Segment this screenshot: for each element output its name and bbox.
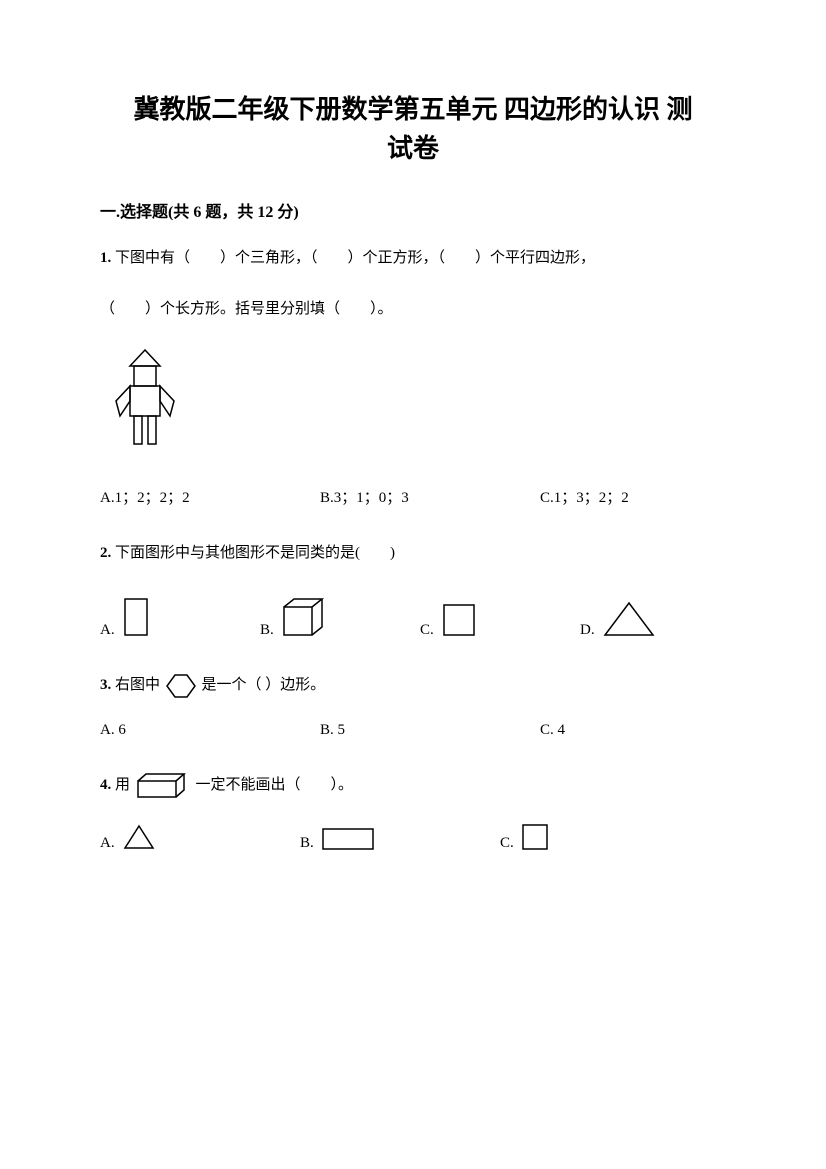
section-heading: 一.选择题(共 6 题，共 12 分) [100, 198, 726, 222]
q3-optB-label: B. 5 [320, 722, 345, 739]
title-line-1: 冀教版二年级下册数学第五单元 四边形的认识 测 [133, 95, 692, 124]
q4-option-b: B. [300, 826, 500, 852]
q3-optC-label: C. 4 [540, 722, 565, 739]
cuboid-icon [280, 595, 330, 639]
triangle-icon [601, 599, 657, 639]
rectangle-icon [121, 595, 153, 639]
square-small-icon [520, 822, 550, 852]
question-3: 3. 右图中 是一个（ ）边形。 [100, 669, 726, 702]
q1-figure [100, 346, 726, 456]
q2-optB-label: B. [260, 622, 274, 639]
rectangle-wide-icon [320, 826, 376, 852]
q4-optC-label: C. [500, 835, 514, 852]
q1-number: 1. [100, 250, 111, 266]
hexagon-icon [164, 671, 198, 701]
q1-option-c: C.1；3；2；2 [540, 486, 629, 507]
question-1-line2: （ ）个长方形。括号里分别填（ ）。 [100, 293, 726, 326]
q1-options: A.1；2；2；2 B.3；1；0；3 C.1；3；2；2 [100, 486, 726, 507]
q3-options: A. 6 B. 5 C. 4 [100, 722, 726, 739]
q3-option-b: B. 5 [320, 722, 540, 739]
page: 冀教版二年级下册数学第五单元 四边形的认识 测 试卷 一.选择题(共 6 题，共… [0, 0, 826, 1169]
q3-text-after: 是一个（ ）边形。 [202, 677, 326, 693]
question-1: 1. 下图中有（ ）个三角形，（ ）个正方形，（ ）个平行四边形， [100, 242, 726, 275]
q2-option-c: C. [420, 601, 580, 639]
q1-optC-label: C.1；3；2；2 [540, 486, 629, 507]
q1-text-a: 下图中有（ ）个三角形，（ ）个正方形，（ ）个平行四边形， [115, 250, 595, 266]
q3-option-a: A. 6 [100, 722, 320, 739]
title-line-2: 试卷 [387, 134, 439, 163]
q4-option-c: C. [500, 822, 550, 852]
question-4: 4. 用 一定不能画出（ ）。 [100, 769, 726, 802]
q2-option-a: A. [100, 595, 260, 639]
q2-options: A. B. C. D. [100, 595, 726, 639]
question-2: 2. 下面图形中与其他图形不是同类的是( ) [100, 537, 726, 570]
square-icon [440, 601, 478, 639]
q2-text: 下面图形中与其他图形不是同类的是( ) [115, 545, 395, 561]
q1-option-b: B.3；1；0；3 [320, 486, 540, 507]
q2-option-b: B. [260, 595, 420, 639]
q1-optA-label: A.1；2；2；2 [100, 486, 190, 507]
q1-option-a: A.1；2；2；2 [100, 486, 320, 507]
q2-optD-label: D. [580, 622, 595, 639]
page-title: 冀教版二年级下册数学第五单元 四边形的认识 测 试卷 [100, 90, 726, 168]
q2-option-d: D. [580, 599, 657, 639]
q2-optA-label: A. [100, 622, 115, 639]
q4-optB-label: B. [300, 835, 314, 852]
robot-icon [100, 346, 190, 456]
q4-number: 4. [100, 777, 111, 793]
q4-text-before: 用 [115, 777, 130, 793]
q3-number: 3. [100, 677, 111, 693]
q4-options: A. B. C. [100, 822, 726, 852]
q4-option-a: A. [100, 822, 300, 852]
q1-text-b: （ ）个长方形。括号里分别填（ ）。 [100, 301, 393, 317]
q2-optC-label: C. [420, 622, 434, 639]
q3-text-before: 右图中 [115, 677, 160, 693]
cuboid-small-icon [134, 771, 192, 801]
q4-text-after: 一定不能画出（ ）。 [196, 777, 354, 793]
q4-optA-label: A. [100, 835, 115, 852]
q3-option-c: C. 4 [540, 722, 565, 739]
q3-optA-label: A. 6 [100, 722, 126, 739]
triangle-small-icon [121, 822, 157, 852]
q2-number: 2. [100, 545, 111, 561]
q1-optB-label: B.3；1；0；3 [320, 486, 409, 507]
